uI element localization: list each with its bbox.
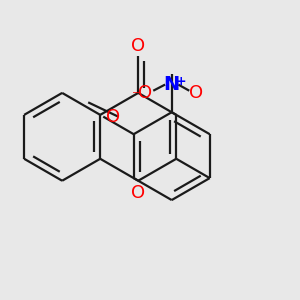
Text: O: O <box>131 37 145 55</box>
Text: ⁻: ⁻ <box>132 88 140 103</box>
Text: O: O <box>138 84 152 102</box>
Text: +: + <box>176 75 187 88</box>
Text: O: O <box>131 184 145 202</box>
Text: N: N <box>164 75 180 94</box>
Text: O: O <box>106 108 120 126</box>
Text: O: O <box>189 84 203 102</box>
